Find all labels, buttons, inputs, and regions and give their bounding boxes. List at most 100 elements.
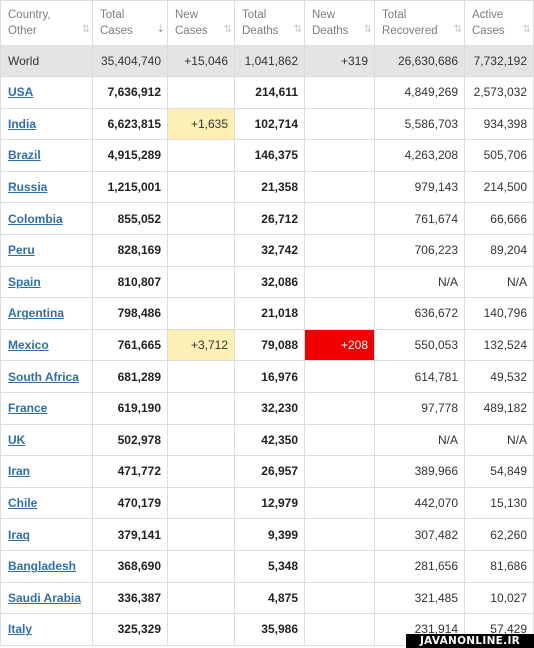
total-cases-cell: 828,169 [92, 233, 168, 267]
total-recovered-cell: 281,656 [374, 549, 465, 583]
total-deaths-cell: 26,712 [234, 202, 305, 235]
total-deaths-cell: 32,230 [234, 391, 305, 425]
country-link[interactable]: Spain [8, 274, 41, 289]
total-deaths-cell: 102,714 [234, 107, 305, 141]
table-row: UK 502,978 42,350 N/A N/A [0, 423, 534, 457]
total-cases-cell: 4,915,289 [92, 139, 168, 172]
country-cell: Italy [0, 613, 93, 646]
sort-icon[interactable]: ⇅ [363, 24, 373, 35]
country-cell: Iran [0, 455, 93, 488]
country-link[interactable]: Argentina [8, 306, 65, 321]
country-cell: UK [0, 423, 93, 457]
table-header-row: Country, Other ⇅ Total Cases ⇣ New Cases ⇅ … [0, 0, 534, 46]
sort-icon[interactable]: ⇅ [223, 24, 233, 35]
country-link[interactable]: Brazil [8, 148, 41, 163]
country-link[interactable]: Italy [8, 622, 33, 637]
total-deaths-cell: 9,399 [234, 518, 305, 551]
new-cases-cell [167, 423, 235, 457]
total-recovered-cell: 307,482 [374, 518, 465, 551]
header-label-line2: Recovered [382, 25, 438, 37]
country-link[interactable]: USA [8, 85, 34, 100]
active-cases-cell: 2,573,032 [464, 76, 534, 109]
header-label-line2: Cases [175, 25, 208, 37]
header-label-line2: Cases [472, 25, 505, 37]
total-recovered-cell: N/A [374, 265, 465, 299]
header-total-cases[interactable]: Total Cases ⇣ [92, 0, 168, 46]
table-row: France 619,190 32,230 97,778 489,182 [0, 391, 534, 425]
header-new-deaths[interactable]: New Deaths ⇅ [304, 0, 375, 46]
country-link[interactable]: Peru [8, 243, 35, 258]
total-deaths-cell: 4,875 [234, 581, 305, 615]
new-deaths-cell [304, 233, 375, 267]
active-cases-cell: 489,182 [464, 391, 534, 425]
sort-icon[interactable]: ⇅ [293, 24, 303, 35]
country-link[interactable]: Saudi Arabia [8, 590, 81, 605]
world-new-cases-cell: +15,046 [167, 45, 235, 77]
country-cell: Argentina [0, 297, 93, 330]
total-cases-cell: 368,690 [92, 549, 168, 583]
total-deaths-cell: 12,979 [234, 486, 305, 520]
total-recovered-cell: 5,586,703 [374, 107, 465, 141]
table-row: Spain 810,807 32,086 N/A N/A [0, 265, 534, 299]
new-deaths-cell [304, 107, 375, 141]
country-link[interactable]: Mexico [8, 338, 49, 353]
country-link[interactable]: South Africa [8, 369, 79, 384]
country-cell: Peru [0, 233, 93, 267]
country-link[interactable]: Chile [8, 496, 38, 511]
world-total-row: World 35,404,740 +15,046 1,041,862 +319 … [0, 45, 534, 77]
total-cases-cell: 1,215,001 [92, 170, 168, 204]
new-deaths-cell [304, 581, 375, 615]
total-deaths-cell: 214,611 [234, 76, 305, 109]
country-cell: Colombia [0, 202, 93, 235]
new-cases-cell [167, 202, 235, 235]
active-cases-cell: 505,706 [464, 139, 534, 172]
sort-icon[interactable]: ⇅ [453, 24, 463, 35]
country-cell: India [0, 107, 93, 141]
country-link[interactable]: Iraq [8, 527, 31, 542]
header-label-line1: Total [100, 9, 125, 21]
total-cases-cell: 470,179 [92, 486, 168, 520]
total-deaths-cell: 79,088 [234, 328, 305, 362]
total-cases-cell: 761,665 [92, 328, 168, 362]
total-recovered-cell: 4,849,269 [374, 76, 465, 109]
total-cases-cell: 681,289 [92, 360, 168, 393]
header-label-line2: Deaths [312, 25, 349, 37]
total-cases-cell: 7,636,912 [92, 76, 168, 109]
new-cases-cell [167, 486, 235, 520]
new-cases-cell [167, 139, 235, 172]
table-row: Peru 828,169 32,742 706,223 89,204 [0, 233, 534, 267]
new-deaths-cell [304, 360, 375, 393]
new-cases-cell: +1,635 [167, 107, 235, 141]
country-link[interactable]: Bangladesh [8, 559, 77, 574]
total-cases-cell: 619,190 [92, 391, 168, 425]
country-link[interactable]: India [8, 116, 37, 131]
new-deaths-cell [304, 518, 375, 551]
sort-icon[interactable]: ⇅ [522, 24, 532, 35]
country-link[interactable]: Iran [8, 464, 31, 479]
total-recovered-cell: 761,674 [374, 202, 465, 235]
header-active-cases[interactable]: Active Cases ⇅ [464, 0, 534, 46]
header-new-cases[interactable]: New Cases ⇅ [167, 0, 235, 46]
total-cases-cell: 810,807 [92, 265, 168, 299]
active-cases-cell: N/A [464, 423, 534, 457]
active-cases-cell: 132,524 [464, 328, 534, 362]
country-link[interactable]: Russia [8, 180, 48, 195]
country-link[interactable]: Colombia [8, 211, 63, 226]
country-link[interactable]: UK [8, 432, 26, 447]
table-row: Chile 470,179 12,979 442,070 15,130 [0, 486, 534, 520]
header-total-deaths[interactable]: Total Deaths ⇅ [234, 0, 305, 46]
header-label-line1: Active [472, 9, 504, 21]
total-recovered-cell: 4,263,208 [374, 139, 465, 172]
header-label-line1: Total [242, 9, 267, 21]
total-deaths-cell: 32,086 [234, 265, 305, 299]
new-cases-cell [167, 170, 235, 204]
sort-icon[interactable]: ⇅ [81, 24, 91, 35]
header-total-recovered[interactable]: Total Recovered ⇅ [374, 0, 465, 46]
table-row: Iran 471,772 26,957 389,966 54,849 [0, 455, 534, 488]
sort-descending-icon[interactable]: ⇣ [156, 24, 166, 35]
table-row: USA 7,636,912 214,611 4,849,269 2,573,032 [0, 76, 534, 109]
header-country[interactable]: Country, Other ⇅ [0, 0, 93, 46]
table-row: Argentina 798,486 21,018 636,672 140,796 [0, 297, 534, 330]
country-link[interactable]: France [8, 401, 48, 416]
